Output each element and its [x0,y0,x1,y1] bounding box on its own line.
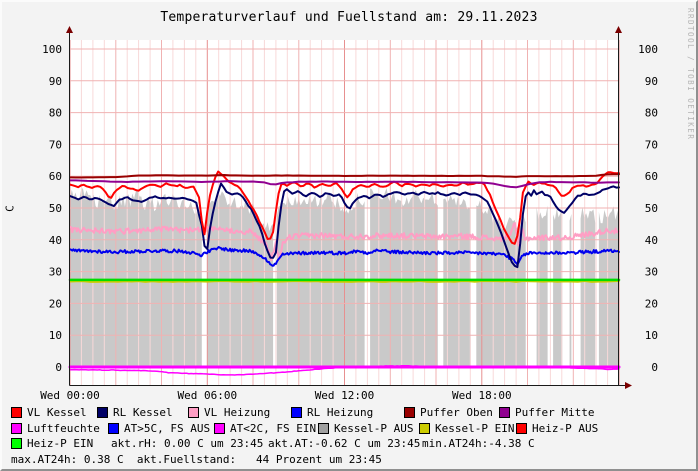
legend-label: VL Kessel [27,406,87,419]
legend: VL Kessel RL Kessel VL Heizung RL Heizung Pu… [11,405,692,467]
legend-item: RL Heizung [291,405,404,421]
y-tick-label-left: 100 [42,43,62,56]
y-tick-label-left: 0 [55,361,62,374]
y-tick-label-left: 30 [49,266,62,279]
legend-label: min.AT24h:-4.38 C [422,437,535,450]
legend-swatch [404,407,415,419]
legend-swatch [291,407,302,419]
legend-label: Kessel-P EIN [435,421,515,435]
legend-label: RL Kessel [113,406,173,419]
series-rl-heizung [69,246,620,267]
y-tick-label-left: 60 [49,170,62,183]
series-puffer-oben [69,173,620,179]
x-tick-label: Wed 06:00 [177,389,237,402]
legend-swatch [11,438,22,450]
series-kessel-p-aus [580,207,596,367]
legend-label: AT<2C, FS EIN [230,421,317,435]
y-tick-label-left: 40 [49,234,62,247]
legend-swatch [318,422,329,434]
legend-item: Heiz-P EIN [11,436,111,452]
legend-stat: akt.AT:-0.62 C um 23:45 [268,436,422,452]
legend-row: Luftfeuchte AT>5C, FS AUS AT<2C, FS EIN Kes… [11,421,692,437]
legend-label: max.AT24h: 0.38 C akt.Fuellstand: 44 Pro… [11,452,382,466]
legend-label: Puffer Mitte [515,406,595,419]
series-kessel-p-aus [370,188,438,367]
y-axis-arrow-left [66,26,73,33]
y-tick-label-left: 10 [49,329,62,342]
legend-label: Kessel-P AUS [334,421,414,435]
legend-item: VL Kessel [11,405,97,421]
legend-label: Luftfeuchte [27,421,100,435]
series-kessel-p-aus [70,188,202,367]
y-tick-label-right: 70 [645,138,658,151]
y-tick-label-left: 20 [49,297,62,310]
series-kessel-p-aus [553,207,563,367]
legend-item: RL Kessel [97,405,188,421]
y-tick-label-right: 40 [645,234,658,247]
legend-swatch [499,407,510,419]
legend-stat: akt.rH: 0.00 C um 23:45 [111,436,268,452]
series-rl-kessel [69,182,620,269]
legend-item: AT>5C, FS AUS [108,421,214,437]
legend-swatch [214,422,225,434]
legend-swatch [188,407,199,419]
legend-item: VL Heizung [188,405,291,421]
legend-swatch [516,422,527,434]
y-tick-label-left: 70 [49,138,62,151]
legend-item: Heiz-P AUS [516,421,692,437]
legend-stat: min.AT24h:-4.38 C [422,436,692,452]
legend-row: VL Kessel RL Kessel VL Heizung RL Heizung Pu… [11,405,692,421]
legend-label: akt.rH: 0.00 C um 23:45 [111,437,264,450]
y-tick-label-right: 100 [638,43,658,56]
chart-title: Temperaturverlauf und Fuellstand am: 29.… [160,10,538,25]
legend-stat: max.AT24h: 0.38 C akt.Fuellstand: 44 Pro… [11,452,692,468]
rrdtool-watermark: RRDTOOL / TOBI OETIKER [686,8,695,141]
legend-item: Puffer Mitte [499,405,692,421]
legend-row: max.AT24h: 0.38 C akt.Fuellstand: 44 Pro… [11,452,692,468]
legend-swatch [108,422,119,434]
x-axis-arrow [625,382,632,389]
y-tick-label-left: 50 [49,202,62,215]
legend-label: RL Heizung [307,406,374,419]
y-tick-label-left: 80 [49,107,62,120]
legend-swatch [11,422,22,434]
legend-label: VL Heizung [204,406,271,419]
legend-row: Heiz-P EIN akt.rH: 0.00 C um 23:45 akt.AT:… [11,436,692,452]
legend-label: Puffer Oben [420,406,493,419]
y-tick-label-right: 20 [645,297,658,310]
series-kessel-p-aus [476,200,526,367]
y-tick-label-right: 10 [645,329,658,342]
legend-item: Puffer Oben [404,405,499,421]
legend-swatch [11,407,22,419]
y-tick-label-right: 80 [645,107,658,120]
series-vl-heizung [69,222,620,262]
series-vl-kessel [69,170,620,245]
legend-swatch [97,407,108,419]
series-puffer-mitte [69,179,620,189]
x-tick-label: Wed 12:00 [315,389,375,402]
y-tick-label-left: 90 [49,75,62,88]
legend-label: Heiz-P EIN [27,437,94,450]
x-tick-label: Wed 18:00 [452,389,512,402]
legend-label: AT>5C, FS AUS [124,421,211,435]
series-kessel-p-aus [536,205,548,367]
legend-swatch [419,422,430,434]
legend-item: Luftfeuchte [11,421,108,437]
legend-label: akt.AT:-0.62 C um 23:45 [268,437,421,450]
legend-item: AT<2C, FS EIN [214,421,318,437]
x-tick-label: Wed 00:00 [40,389,100,402]
series-aussentemperatur [69,364,620,376]
legend-label: Heiz-P AUS [532,421,599,435]
y-tick-label-right: 60 [645,170,658,183]
legend-item: Kessel-P AUS [318,421,419,437]
y-tick-label-right: 0 [651,361,658,374]
y-tick-label-right: 30 [645,266,658,279]
legend-item: Kessel-P EIN [419,421,516,437]
series-kessel-p-aus [598,206,619,367]
y-axis-arrow-right [615,26,622,33]
y-tick-label-right: 50 [645,202,658,215]
y-tick-label-right: 90 [645,75,658,88]
